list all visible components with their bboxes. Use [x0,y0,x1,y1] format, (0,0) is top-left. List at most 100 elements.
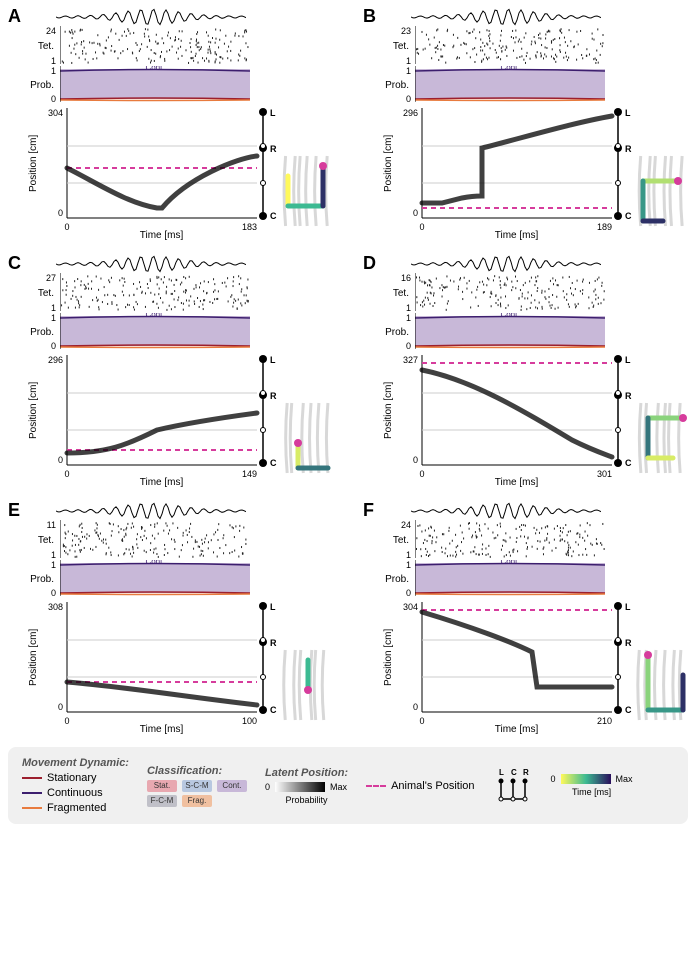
maze-map-E [273,635,343,735]
svg-text:0: 0 [419,222,424,232]
maze-map-A [273,141,343,241]
svg-text:L: L [625,602,631,612]
subpanel-stack-A: 24 Tet. 1 1 Prob. 0 [26,8,267,241]
svg-text:R: R [523,768,529,777]
panel-F: F 24 Tet. 1 [363,502,696,735]
maze-map-B [628,141,696,241]
x-axis-label: Time [ms] [411,724,622,735]
raster-plot: 24 Tet. 1 [381,520,622,560]
prob-plot: 1 Prob. 0 Cont. [26,560,267,598]
svg-text:0: 0 [419,469,424,479]
lfp-trace [381,502,622,520]
x-axis-label: Time [ms] [411,477,622,488]
panel-grid: A 24 Tet. 1 [8,8,688,735]
lfp-trace [381,8,622,26]
legend-stationary: Stationary [22,772,129,784]
svg-text:0: 0 [419,716,424,726]
subpanel-stack-E: 11 Tet. 1 1 Prob. 0 [26,502,267,735]
prob-plot: 1 Prob. 0 Cont. [381,66,622,104]
panel-letter-D: D [363,253,376,274]
legend-class-row1: Stat. S-C-M Cont. [147,780,247,792]
lfp-trace [381,255,622,273]
legend-latent-title: Latent Position: [265,767,348,779]
position-plot: Position [cm] 308 0 [26,602,267,722]
prob-plot: 1 Prob. 0 Cont. [381,313,622,351]
panel-B: B 23 Tet. 1 [363,8,696,241]
prob-max-label: Max [330,782,347,792]
continuous-swatch [22,792,42,794]
legend-continuous: Continuous [22,787,129,799]
x-axis-label: Time [ms] [56,477,267,488]
cont-fill-swatch: Cont. [217,780,247,792]
legend-class-row2: F-C-M Frag. [147,795,247,807]
maze-icon: L C R [493,767,533,805]
svg-text:Cont.: Cont. [500,66,519,72]
subpanel-stack-B: 23 Tet. 1 1 Prob. 0 [381,8,622,241]
legend-animal-pos-label: Animal's Position [391,780,474,792]
legend-fragmented: Fragmented [22,802,129,814]
figure-root: A 24 Tet. 1 [0,0,696,832]
legend-animal-pos: Animal's Position [366,780,474,792]
position-plot: Position [cm] 304 0 [381,602,622,722]
lfp-trace [26,8,267,26]
legend-box: Movement Dynamic: Stationary Continuous … [8,747,688,824]
subpanel-stack-C: 27 Tet. 1 1 Prob. 0 [26,255,267,488]
stat-fill-swatch: Stat. [147,780,177,792]
panel-letter-C: C [8,253,21,274]
legend-classification-title: Classification: [147,765,247,777]
svg-text:L: L [270,355,276,365]
svg-text:210: 210 [597,716,612,726]
prob-min-label: 0 [265,782,270,792]
svg-text:Cont.: Cont. [145,313,164,319]
maze-map-D [628,388,696,488]
legend-movement-title: Movement Dynamic: [22,757,129,769]
scm-fill-swatch: S-C-M [182,780,212,792]
svg-text:Cont.: Cont. [500,313,519,319]
svg-text:183: 183 [242,222,257,232]
svg-text:0: 0 [64,716,69,726]
panel-letter-E: E [8,500,20,521]
svg-text:100: 100 [242,716,257,726]
panel-letter-B: B [363,6,376,27]
x-axis-label: Time [ms] [56,724,267,735]
svg-text:Cont.: Cont. [145,560,164,566]
time-cmap-label: Time [ms] [551,787,633,797]
legend-classification: Classification: Stat. S-C-M Cont. F-C-M … [147,765,247,807]
x-axis-label: Time [ms] [56,230,267,241]
legend-animal-pos-item: Animal's Position [366,780,474,792]
maze-map-F [628,635,696,735]
svg-text:L: L [625,355,631,365]
frag-fill-swatch: Frag. [182,795,212,807]
probability-label: Probability [265,795,348,805]
legend-prob-grad: 0 Max [265,782,348,792]
svg-text:189: 189 [597,222,612,232]
legend-continuous-label: Continuous [47,787,103,799]
legend-time-grad: 0 Max [551,774,633,784]
panel-D: D 16 Tet. 1 [363,255,696,488]
position-plot: Position [cm] 296 0 [381,108,622,228]
panel-A: A 24 Tet. 1 [8,8,343,241]
prob-plot: 1 Prob. 0 Cont. [26,66,267,104]
svg-text:L: L [270,108,276,118]
legend-time-cmap: 0 Max Time [ms] [551,774,633,797]
subpanel-stack-F: 24 Tet. 1 1 Prob. 0 [381,502,622,735]
time-max-label: Max [616,774,633,784]
svg-text:Cont.: Cont. [500,560,519,566]
fcm-fill-swatch: F-C-M [147,795,177,807]
panel-letter-A: A [8,6,21,27]
svg-text:C: C [511,768,517,777]
raster-plot: 23 Tet. 1 [381,26,622,66]
lfp-trace [26,255,267,273]
position-plot: Position [cm] 327 0 [381,355,622,475]
svg-text:0: 0 [64,222,69,232]
svg-text:Cont.: Cont. [145,66,164,72]
raster-plot: 27 Tet. 1 [26,273,267,313]
position-plot: Position [cm] 296 0 [26,355,267,475]
panel-C: C 27 Tet. 1 [8,255,343,488]
time-min-label: 0 [551,774,556,784]
maze-map-C [273,388,343,488]
lfp-trace [26,502,267,520]
fragmented-swatch [22,807,42,809]
prob-plot: 1 Prob. 0 Cont. [381,560,622,598]
probability-gradient [275,782,325,792]
